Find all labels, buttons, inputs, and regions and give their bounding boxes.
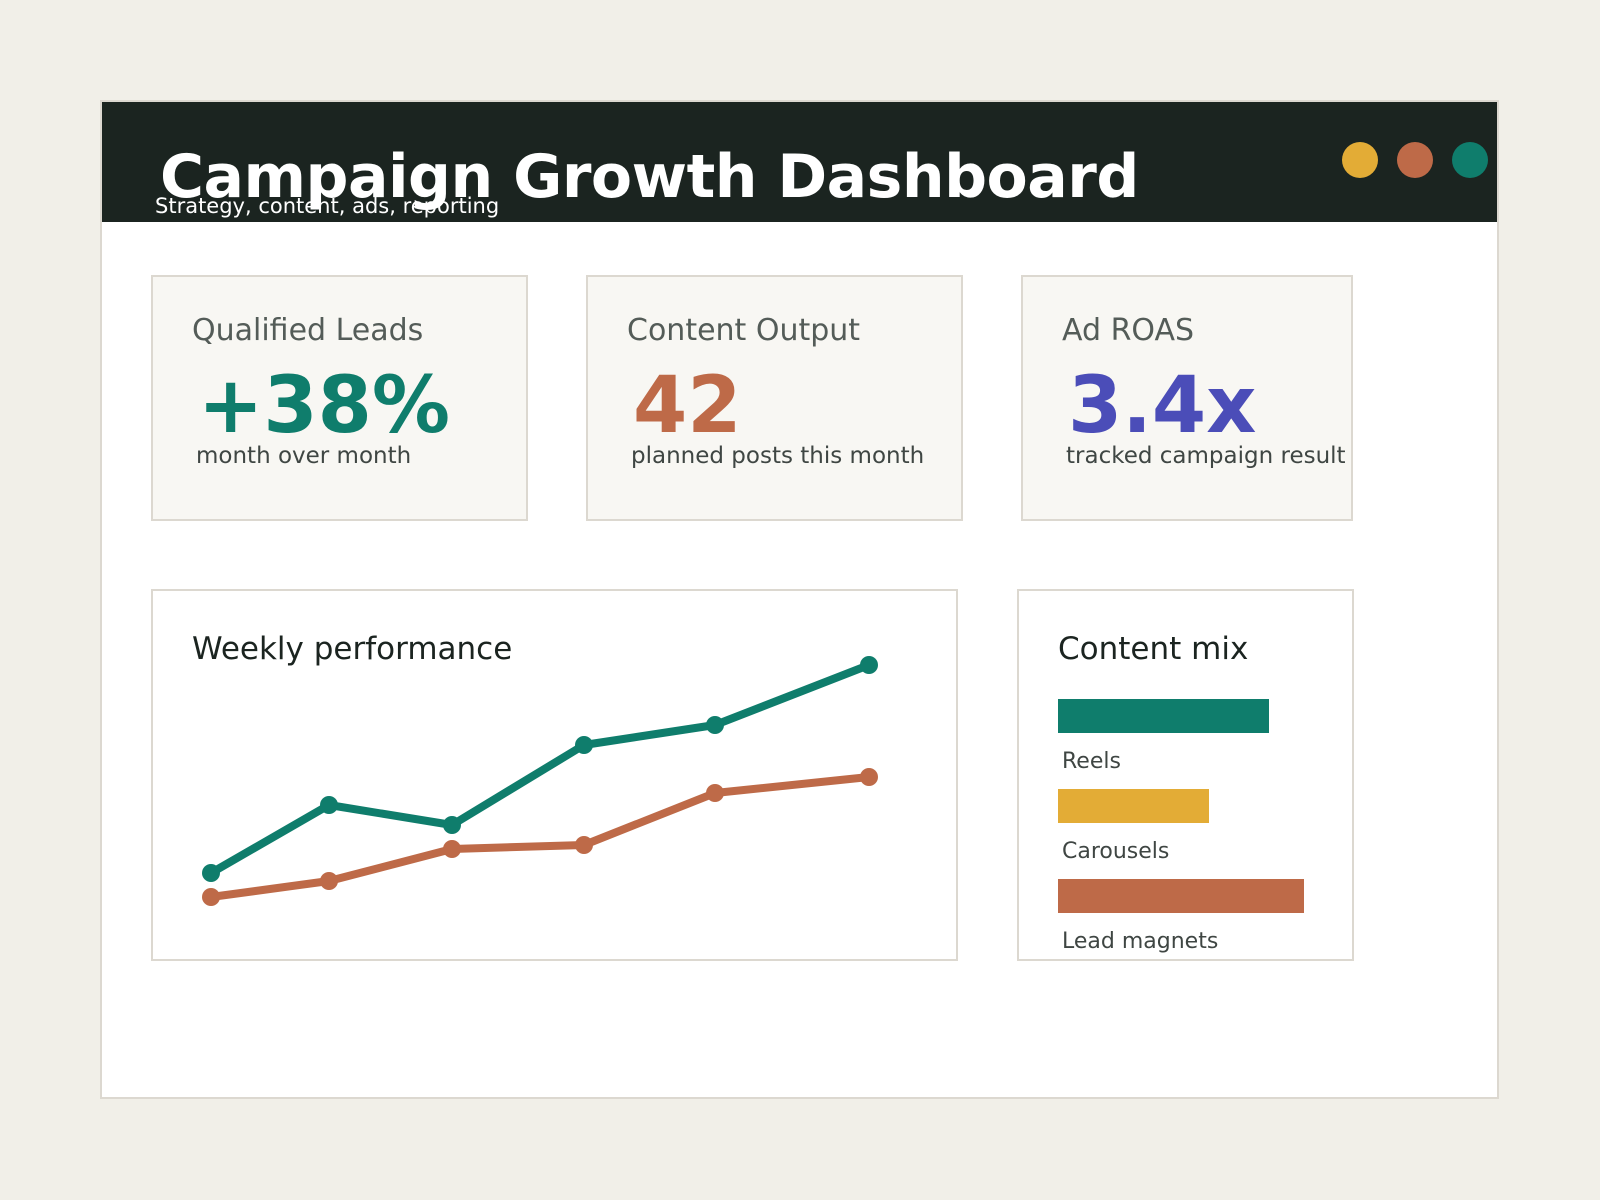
weekly-line-chart	[202, 656, 878, 906]
mix-bar-carousels	[1058, 789, 1209, 823]
mix-title: Content mix	[1058, 631, 1249, 667]
series-1-point-4	[575, 736, 593, 754]
series-1-point-2	[320, 796, 338, 814]
series-1-point-1	[202, 864, 220, 882]
series-1-point-6	[860, 656, 878, 674]
mix-label: Reels	[1062, 749, 1121, 774]
kpi-value: +38%	[198, 361, 451, 451]
series-2-point-5	[706, 784, 724, 802]
kpi-value: 42	[633, 361, 742, 451]
ad-roas-card: Ad ROAS 3.4x tracked campaign result	[1021, 275, 1353, 521]
kpi-note: planned posts this month	[631, 443, 925, 469]
teal-dot[interactable]	[1452, 142, 1488, 178]
series-2-point-4	[575, 836, 593, 854]
mix-label: Lead magnets	[1062, 929, 1219, 954]
kpi-label: Content Output	[627, 313, 861, 348]
kpi-label: Ad ROAS	[1062, 313, 1195, 348]
series-2-point-3	[443, 840, 461, 858]
mix-label: Carousels	[1062, 839, 1170, 864]
gold-dot[interactable]	[1342, 142, 1378, 178]
orange-dot[interactable]	[1397, 142, 1433, 178]
kpi-label: Qualified Leads	[192, 313, 424, 348]
kpi-value: 3.4x	[1068, 361, 1257, 451]
mix-bar-lead-magnets	[1058, 879, 1304, 913]
chart-title: Weekly performance	[192, 631, 513, 667]
series-2-point-1	[202, 888, 220, 906]
title-bar: Campaign Growth Dashboard Strategy, cont…	[102, 102, 1497, 222]
series-line-1	[207, 661, 873, 877]
content-mix-panel: Content mix Reels Carousels Lead magnets	[1017, 589, 1354, 961]
qualified-leads-card: Qualified Leads +38% month over month	[151, 275, 528, 521]
series-1-point-5	[706, 716, 724, 734]
series-line-2	[207, 773, 873, 901]
weekly-performance-panel: Weekly performance	[151, 589, 958, 961]
dashboard-title: Campaign Growth Dashboard	[160, 142, 1139, 212]
dashboard-subtitle: Strategy, content, ads, reporting	[155, 194, 500, 218]
dashboard-window: Campaign Growth Dashboard Strategy, cont…	[100, 100, 1499, 1099]
series-2-point-2	[320, 872, 338, 890]
series-1-point-3	[443, 816, 461, 834]
kpi-note: tracked campaign result	[1066, 443, 1346, 469]
series-2-point-6	[860, 768, 878, 786]
mix-bar-reels	[1058, 699, 1269, 733]
content-output-card: Content Output 42 planned posts this mon…	[586, 275, 963, 521]
kpi-note: month over month	[196, 443, 412, 469]
